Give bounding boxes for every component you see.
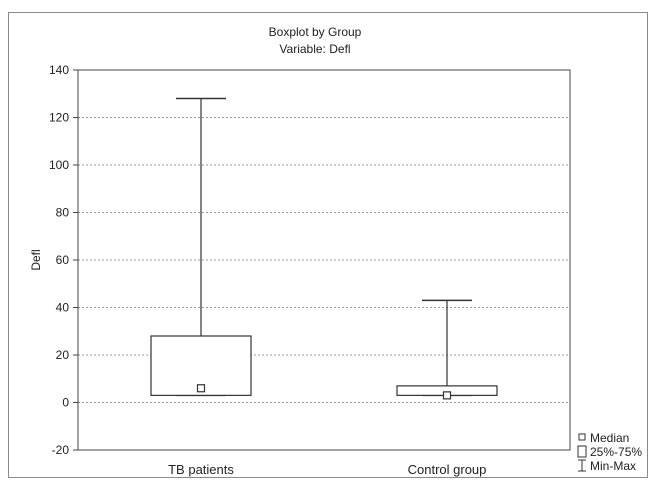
y-tick-label: 140 [49, 63, 69, 77]
legend-whisker-swatch [578, 459, 586, 472]
legend-item-whisker: Min-Max [578, 459, 636, 473]
chart-title-text: Boxplot by Group [269, 25, 362, 39]
y-tick-label: 120 [49, 111, 69, 125]
y-axis-ticks: -20 0 20 40 60 80 100 120 140 [49, 63, 78, 457]
y-tick-label: 20 [56, 348, 70, 362]
legend-label: Min-Max [590, 459, 636, 473]
legend-label: Median [590, 431, 629, 445]
chart-subtitle-text: Variable: Defl [279, 42, 350, 56]
y-tick-label: -20 [52, 443, 70, 457]
y-tick-label: 100 [49, 158, 69, 172]
box-control-group [396, 299, 498, 400]
category-label: Control group [408, 462, 487, 477]
y-tick-label: 40 [56, 301, 70, 315]
y-tick-label: 80 [56, 206, 70, 220]
chart-frame [8, 12, 648, 478]
category-labels: TB patients Control group [168, 462, 486, 477]
legend-label: 25%-75% [590, 445, 642, 459]
legend-item-median: Median [578, 431, 629, 445]
median-marker [442, 391, 452, 400]
y-axis-label: Defl [29, 249, 43, 270]
legend-item-box: 25%-75% [577, 445, 642, 459]
median-marker [196, 384, 206, 393]
chart-title: Boxplot by Group Variable: Defl [269, 25, 362, 56]
y-tick-label: 60 [56, 253, 70, 267]
legend-median-swatch [578, 433, 586, 441]
category-label: TB patients [168, 462, 234, 477]
y-tick-label: 0 [62, 396, 69, 410]
boxes [150, 97, 498, 400]
box-tb-patients [150, 97, 252, 397]
legend-box-swatch [577, 445, 587, 458]
